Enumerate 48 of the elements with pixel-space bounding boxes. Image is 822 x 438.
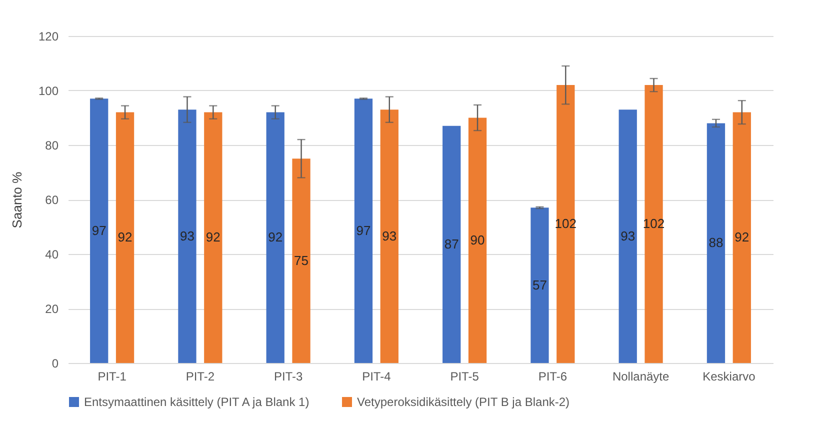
x-tick-label: PIT-3 [274,370,303,384]
data-label: 97 [356,222,371,238]
data-label: 97 [92,222,106,238]
bar [442,126,461,363]
data-label: 88 [708,235,724,250]
bar [204,112,222,363]
y-tick-label: 80 [45,138,59,152]
data-label: 92 [734,230,750,245]
x-tick-label: PIT-6 [538,370,568,384]
x-tick-label: PIT-2 [186,370,215,384]
y-tick-label: 0 [52,356,59,370]
legend-label: Entsymaattinen käsittely (PIT A ja Blank 1) [84,395,310,409]
y-tick-label: 20 [45,302,59,316]
bar [706,123,726,363]
x-tick-label: PIT-1 [98,370,127,384]
bar [530,208,549,363]
bar [380,110,398,363]
legend-label: Vetyperoksidikäsittely (PIT B ja Blank-2) [357,395,570,409]
data-label: 87 [444,236,459,252]
y-tick-label: 120 [38,30,59,44]
data-label: 57 [532,277,547,292]
bar [292,158,310,363]
x-tick-label: PIT-4 [362,370,392,384]
y-tick-label: 100 [38,84,59,98]
data-label: 93 [180,228,194,244]
y-tick-label: 60 [45,193,59,207]
bar [732,112,751,363]
bar [116,112,134,363]
x-tick-label: Nollanäyte [612,370,670,384]
data-label: 75 [294,252,309,268]
x-tick-label: PIT-5 [450,370,480,384]
bar [178,110,196,363]
bar [644,85,663,363]
data-label: 92 [206,230,220,245]
bar [556,85,575,363]
bar [468,118,487,363]
bar [90,98,108,363]
bar [618,110,637,363]
bar [354,98,373,363]
y-axis-title: Saanto % [9,171,24,228]
y-tick-label: 40 [45,248,59,262]
data-label: 93 [382,228,397,244]
data-label: 90 [470,232,485,248]
bar [266,112,284,363]
data-label: 92 [118,230,132,245]
x-tick-label: Keskiarvo [702,370,756,384]
data-label: 93 [620,228,636,244]
data-label: 92 [268,230,283,245]
